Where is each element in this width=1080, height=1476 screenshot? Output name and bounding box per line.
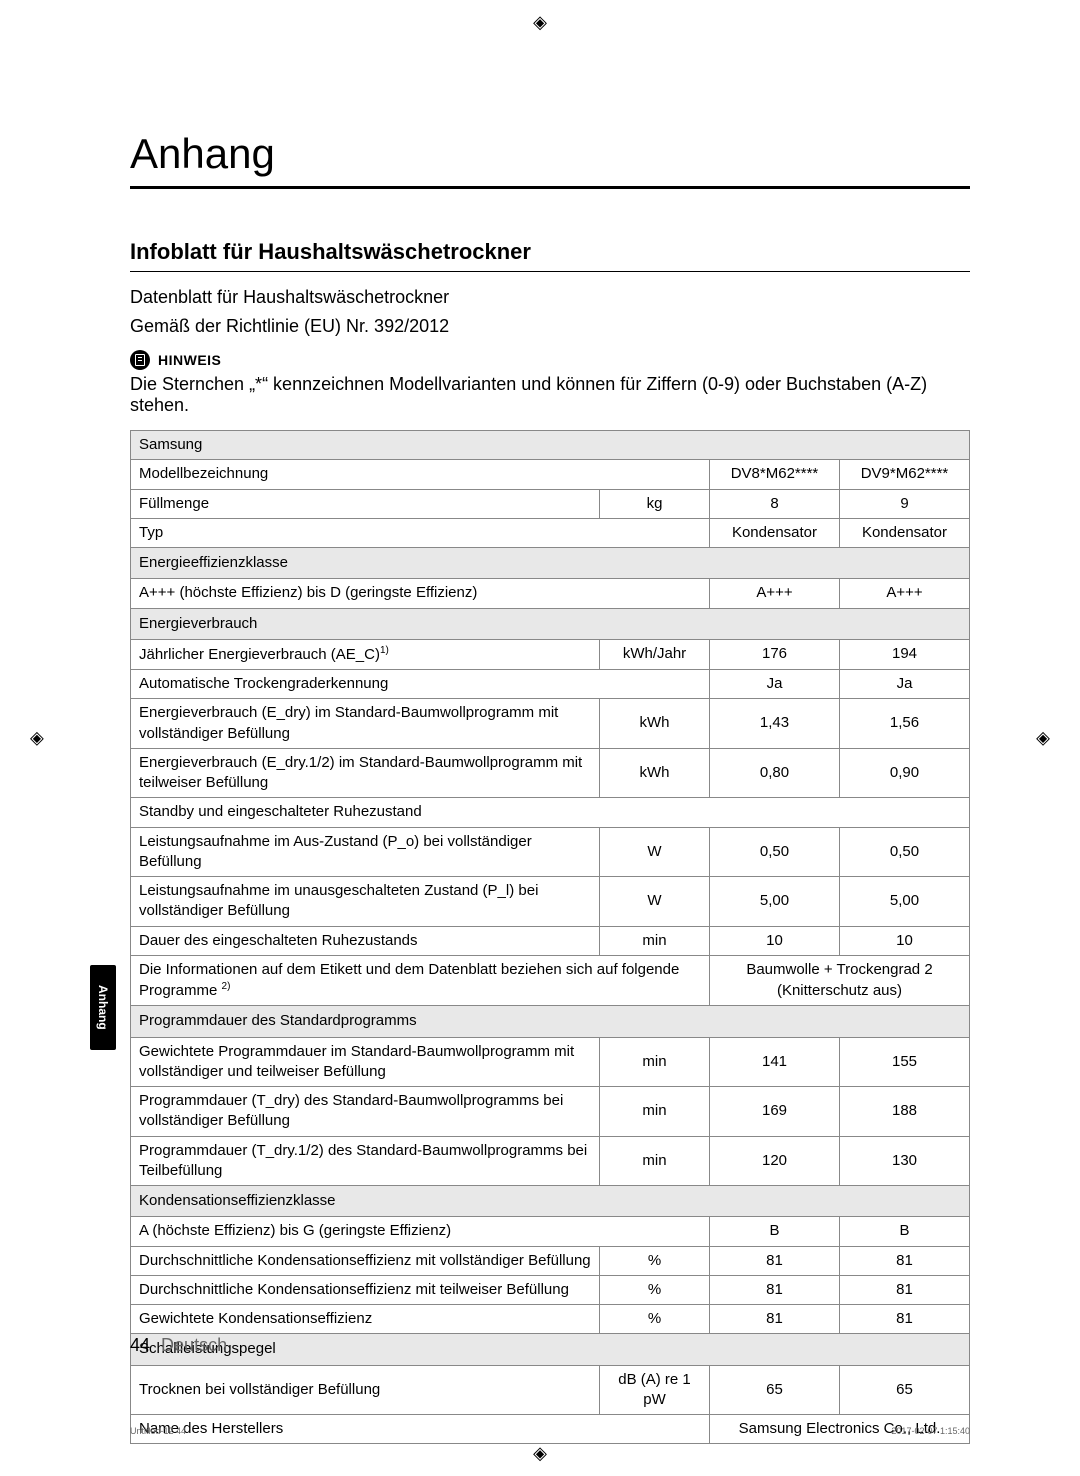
table-row: Gewichtete Programmdauer im Standard-Bau… xyxy=(131,1037,970,1087)
data-table: SamsungModellbezeichnungDV8*M62****DV9*M… xyxy=(130,430,970,1444)
table-section-row: Schallleistungspegel xyxy=(131,1334,970,1365)
table-row: Durchschnittliche Kondensationseffizienz… xyxy=(131,1246,970,1275)
table-row: Standby und eingeschalteter Ruhezustand xyxy=(131,798,970,827)
intro-line: Datenblatt für Haushaltswäschetrockner xyxy=(130,284,970,311)
section-heading: Infoblatt für Haushaltswäschetrockner xyxy=(130,239,970,272)
page-footer: 44 Deutsch xyxy=(130,1335,227,1356)
print-meta-left: Untitled-12 44 xyxy=(130,1426,186,1436)
table-row: Programmdauer (T_dry) des Standard-Baumw… xyxy=(131,1087,970,1137)
table-row: Automatische TrockengraderkennungJaJa xyxy=(131,670,970,699)
print-metadata: Untitled-12 44 2017-02-07 1:15:40 xyxy=(130,1426,970,1436)
registration-mark-icon: ◈ xyxy=(533,1443,547,1464)
table-row: Programmdauer (T_dry.1/2) des Standard-B… xyxy=(131,1136,970,1186)
note-text: Die Sternchen „*“ kennzeichnen Modellvar… xyxy=(130,374,970,416)
table-row: Durchschnittliche Kondensationseffizienz… xyxy=(131,1275,970,1304)
page-language: Deutsch xyxy=(161,1335,227,1355)
intro-block: Datenblatt für Haushaltswäschetrockner G… xyxy=(130,284,970,340)
table-row: Jährlicher Energieverbrauch (AE_C)1)kWh/… xyxy=(131,639,970,669)
note-label: HINWEIS xyxy=(158,352,221,368)
page-title: Anhang xyxy=(130,130,970,189)
side-tab: Anhang xyxy=(90,965,116,1050)
registration-mark-icon: ◈ xyxy=(30,728,44,749)
print-meta-right: 2017-02-07 1:15:40 xyxy=(891,1426,970,1436)
table-row: A+++ (höchste Effizienz) bis D (geringst… xyxy=(131,579,970,608)
table-row: ModellbezeichnungDV8*M62****DV9*M62**** xyxy=(131,460,970,489)
registration-mark-icon: ◈ xyxy=(533,12,547,33)
table-row: Dauer des eingeschalteten Ruhezustandsmi… xyxy=(131,926,970,955)
table-row: Energieverbrauch (E_dry) im Standard-Bau… xyxy=(131,699,970,749)
table-section-row: Energieverbrauch xyxy=(131,608,970,639)
table-section-row: Kondensationseffizienzklasse xyxy=(131,1186,970,1217)
registration-mark-icon: ◈ xyxy=(1036,728,1050,749)
table-row: Energieverbrauch (E_dry.1/2) im Standard… xyxy=(131,748,970,798)
table-row: Leistungsaufnahme im unausgeschalteten Z… xyxy=(131,877,970,927)
intro-line: Gemäß der Richtlinie (EU) Nr. 392/2012 xyxy=(130,313,970,340)
page-number: 44 xyxy=(130,1335,150,1355)
table-section-row: Programmdauer des Standardprogramms xyxy=(131,1006,970,1037)
table-row: Gewichtete Kondensationseffizienz%8181 xyxy=(131,1305,970,1334)
table-row: A (höchste Effizienz) bis G (geringste E… xyxy=(131,1217,970,1246)
table-section-row: Energieeffizienzklasse xyxy=(131,548,970,579)
table-row: Füllmengekg89 xyxy=(131,489,970,518)
note-header: HINWEIS xyxy=(130,350,970,370)
table-row: Die Informationen auf dem Etikett und de… xyxy=(131,955,970,1006)
table-row: Leistungsaufnahme im Aus-Zustand (P_o) b… xyxy=(131,827,970,877)
table-brand-row: Samsung xyxy=(131,431,970,460)
table-row: TypKondensatorKondensator xyxy=(131,518,970,547)
note-icon xyxy=(130,350,150,370)
table-row: Trocknen bei vollständiger BefüllungdB (… xyxy=(131,1365,970,1415)
